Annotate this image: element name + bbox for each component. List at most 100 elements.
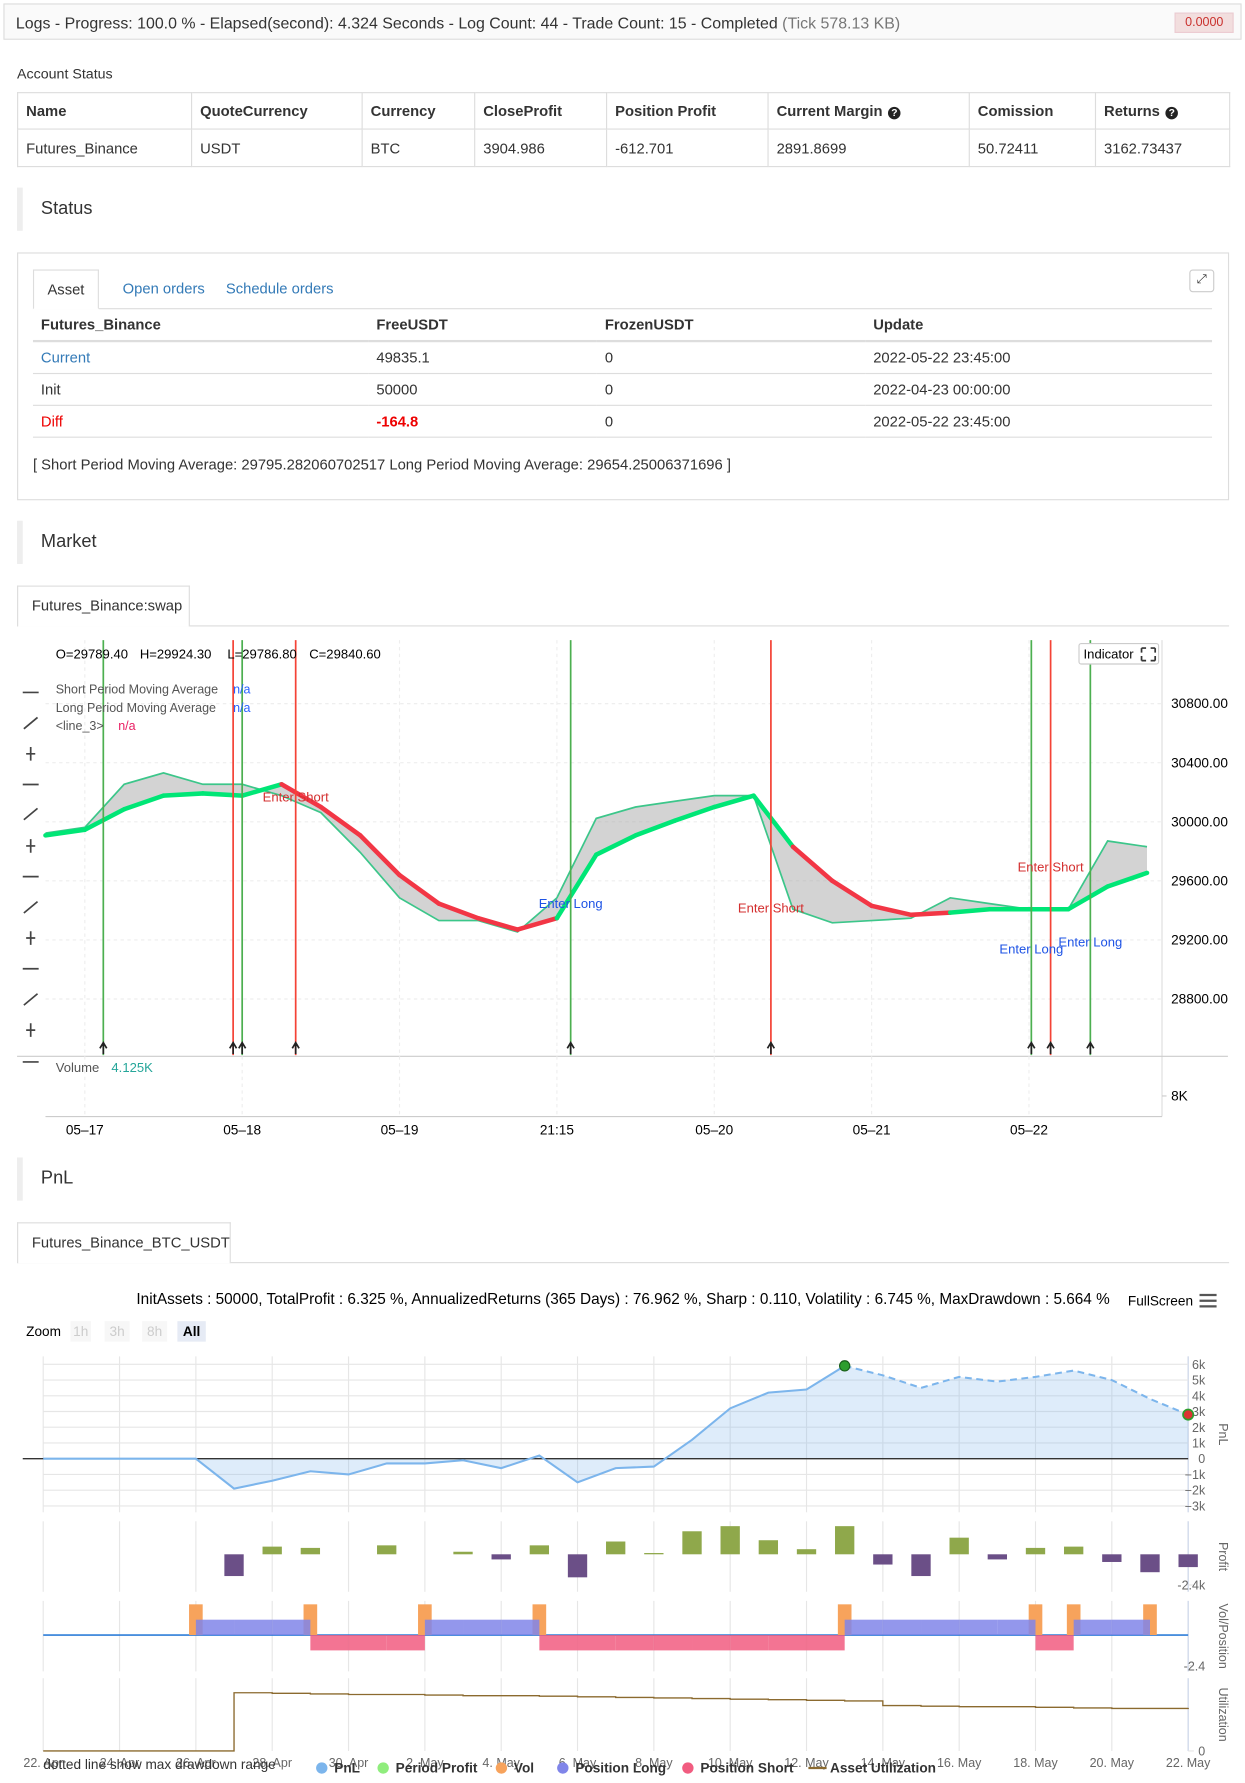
tool-icon[interactable] [26,839,36,853]
y-tick-label: −1k [1185,1468,1206,1482]
badge: 0.0000 [1174,12,1234,33]
long-ma-segment [790,844,835,884]
cell: 2022-05-22 23:45:00 [865,341,1213,375]
legend-symbol [557,1762,569,1774]
annotation: Enter Long [999,941,1063,956]
ohlc: O=29789.40 [56,646,128,661]
y-tick-label: 0 [1198,1745,1205,1759]
legend-symbol [495,1762,508,1774]
indicator-button[interactable] [1078,642,1160,665]
signal-arrow [566,1040,575,1054]
profit-bar [949,1537,969,1555]
cell: 3904.986 [474,128,608,168]
position-bar [959,1619,998,1636]
legend-label[interactable]: Position Long [575,1761,666,1776]
help-icon: ? [888,106,901,120]
long-ma-segment [357,833,402,878]
legend-label[interactable]: Period Profit [396,1761,478,1776]
position-bar [501,1619,540,1636]
zoom-button[interactable] [104,1321,130,1342]
profit-bar [529,1545,550,1555]
cell: -164.8 [368,405,597,438]
cell: 50000 [368,373,597,406]
pnl-line [43,1364,846,1490]
section-heading: Market [17,520,1228,564]
profit-bar [758,1540,779,1555]
position-bar [806,1635,845,1651]
legend-label[interactable]: Position Short [700,1761,794,1776]
short-ma-line [45,772,1148,933]
tab[interactable]: Asset [32,269,99,310]
title-text: Logs - Progress: 100.0 % - Elapsed(secon… [15,13,778,32]
market-tab[interactable]: Futures_Binance:swap [17,585,190,627]
x-tick-label: 20. May [1090,1756,1135,1770]
column-header: Comission [968,92,1097,130]
profit-bar [682,1531,702,1555]
position-bar [768,1635,807,1651]
header-text: Update [873,316,924,334]
long-ma-segment [436,901,481,921]
column-header: QuoteCurrency [191,92,363,130]
indicator-label: Indicator [1084,646,1135,661]
profit-bar [567,1554,588,1578]
tool-icon[interactable] [26,747,36,761]
tool-icon[interactable] [26,1023,36,1037]
tool-icon[interactable] [23,807,39,821]
signal-arrow [99,1040,108,1054]
profit-bar [1025,1547,1046,1555]
market-chart: 05–17 05–18 05–19 21:15 05–20 05–21 05–22 28800… [17,640,1228,1138]
position-bar [234,1619,273,1636]
y-tick-label: -2.4k [1177,1579,1206,1593]
x-tick-label: 24. Apr [100,1756,140,1770]
position-bar [424,1619,464,1636]
profit-bar [644,1553,664,1555]
cell: 50.72411 [968,128,1097,168]
position-bar [844,1619,883,1636]
cell: 2022-04-23 00:00:00 [865,373,1213,406]
profit-bar [453,1551,473,1555]
tab-line [17,1262,1230,1264]
position-bar [272,1619,311,1636]
column-header: Futures_Binance [32,309,369,343]
x-tick-label: 05–20 [695,1123,733,1138]
y-tick-label: 5k [1192,1374,1206,1388]
profit-bar [224,1554,244,1577]
profit-bar [720,1526,740,1555]
tab[interactable]: Schedule orders [225,279,334,297]
tool-icon[interactable] [23,993,39,1006]
cell: 3162.73437 [1094,128,1231,168]
fullscreen[interactable]: FullScreen [1128,1293,1193,1308]
header-text: Name [26,102,67,120]
zoom-button[interactable] [177,1321,206,1342]
pnl-tab[interactable]: Futures_Binance_BTC_USDT [17,1222,231,1264]
profit-bar [1102,1554,1122,1562]
tool-icon[interactable] [23,716,39,730]
signal-arrow [766,1040,776,1054]
legend-label[interactable]: Asset Utilization [830,1761,936,1776]
status-note: [ Short Period Moving Average: 29795.282… [32,455,731,473]
annotation: Enter Long [539,896,603,911]
axis-title: PnL [1216,1423,1230,1445]
tab[interactable]: Open orders [122,279,205,297]
y-tick-label: 8K [1171,1089,1188,1104]
tool-icon[interactable] [26,931,36,945]
tool-icon[interactable] [23,900,39,914]
position-bar [1111,1619,1151,1636]
legend-label[interactable]: PnL [334,1761,360,1776]
legend-label[interactable]: Vol [514,1761,534,1776]
position-bar [195,1619,235,1636]
column-header: Name [17,92,193,130]
profit-bar [1064,1546,1084,1555]
long-ma-segment [633,818,678,838]
axis-title: Utilization [1216,1687,1230,1741]
zoom-button[interactable] [142,1321,168,1342]
zoom-button[interactable] [70,1321,91,1342]
help-icon: ? [1165,106,1179,120]
long-ma-segment [869,903,914,918]
expand-button[interactable]: ⤢ [1189,269,1215,293]
volume-label: Volume [56,1060,100,1075]
column-header: FreeUSDT [368,309,597,343]
header-text: Comission [977,102,1054,120]
profit-bar [1140,1554,1160,1573]
legend-symbol [682,1762,694,1774]
